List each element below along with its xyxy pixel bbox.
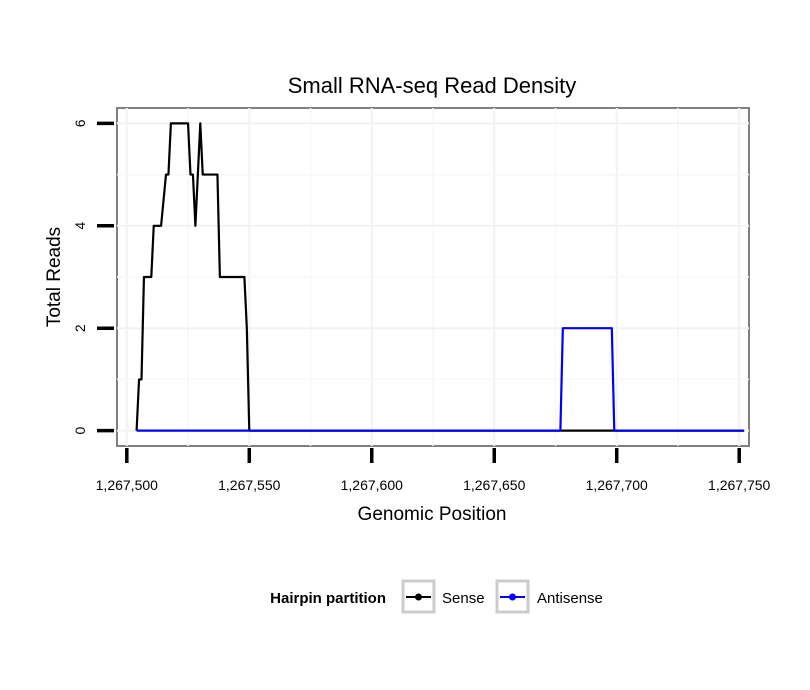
x-tick-label: 1,267,750 (708, 477, 770, 493)
legend: Hairpin partition Sense Antisense (270, 579, 603, 614)
series-line-sense (135, 122, 745, 432)
legend-dot-antisense (509, 593, 516, 601)
series-line-antisense (136, 327, 745, 432)
y-tick-label: 4 (72, 222, 88, 230)
legend-title: Hairpin partition (270, 590, 386, 607)
legend-label-antisense: Antisense (537, 590, 603, 607)
legend-label-sense: Sense (442, 590, 485, 607)
y-axis-label: Total Reads (44, 227, 65, 327)
y-tick-label: 6 (72, 119, 88, 127)
series (135, 122, 745, 432)
x-tick-label: 1,267,600 (341, 477, 403, 493)
y-tick-label: 0 (72, 427, 88, 435)
x-tick-label: 1,267,650 (463, 477, 525, 493)
chart-title: Small RNA-seq Read Density (288, 73, 577, 98)
legend-dot-sense (415, 593, 422, 601)
x-tick-label: 1,267,700 (586, 477, 648, 493)
x-tick-label: 1,267,550 (218, 477, 280, 493)
y-tick-label: 2 (72, 324, 88, 332)
axes: 1,267,500 1,267,550 1,267,600 1,267,650 1,26… (72, 119, 771, 493)
x-tick-label: 1,267,500 (96, 477, 158, 493)
x-axis-label: Genomic Position (358, 504, 507, 525)
grid (117, 108, 749, 446)
